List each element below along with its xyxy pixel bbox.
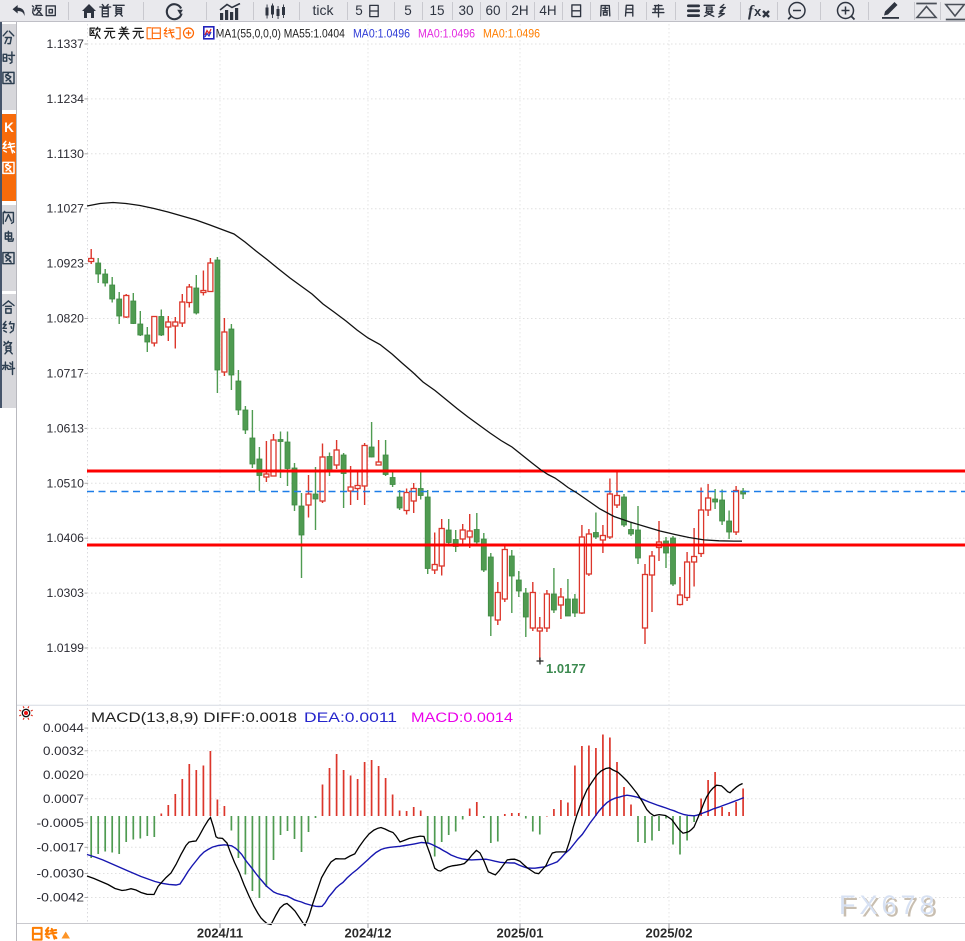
svg-text:1.1337: 1.1337 [47,37,85,51]
svg-text:FX678: FX678 [842,893,942,923]
svg-text:1.0177: 1.0177 [546,661,586,676]
svg-text:MA0:1.0496: MA0:1.0496 [353,27,410,41]
svg-text:1.0199: 1.0199 [47,641,85,655]
svg-text:1.0510: 1.0510 [47,476,85,490]
svg-text:MACD(13,8,9) DIFF:0.0018: MACD(13,8,9) DIFF:0.0018 [91,710,297,725]
svg-text:1.0820: 1.0820 [47,312,85,326]
svg-text:2024/11: 2024/11 [197,926,243,941]
svg-text:1.0303: 1.0303 [47,586,85,600]
svg-text:K: K [4,120,14,135]
svg-text:1.1234: 1.1234 [47,92,85,106]
svg-text:-0.0030: -0.0030 [37,867,85,881]
svg-text:MACD:0.0014: MACD:0.0014 [411,710,514,725]
svg-text:2024/12: 2024/12 [345,926,392,941]
svg-text:1.0406: 1.0406 [47,531,85,545]
svg-text:-0.0005: -0.0005 [37,816,85,830]
svg-text:1.0923: 1.0923 [47,257,85,271]
svg-text:1.0717: 1.0717 [47,366,85,380]
svg-text:2025/01: 2025/01 [497,926,544,941]
svg-text:FX678: FX678 [839,890,939,920]
svg-text:0.0020: 0.0020 [43,768,84,782]
svg-text:-0.0017: -0.0017 [37,840,85,854]
svg-text:x: x [754,4,762,19]
svg-text:2025/02: 2025/02 [646,926,693,941]
svg-text:MA1(55,0,0,0) MA55:1.0404: MA1(55,0,0,0) MA55:1.0404 [216,27,345,41]
svg-text:1.1027: 1.1027 [47,202,85,216]
svg-text:0.0032: 0.0032 [43,744,84,758]
svg-text:1.0613: 1.0613 [47,421,85,435]
svg-text:f: f [748,3,755,20]
svg-text:MA0:1.0496: MA0:1.0496 [483,27,540,41]
svg-text:0.0007: 0.0007 [43,792,84,806]
svg-text:DEA:0.0011: DEA:0.0011 [304,710,397,725]
svg-text:1.1130: 1.1130 [47,147,85,161]
svg-text:0.0044: 0.0044 [43,721,84,735]
svg-text:-0.0042: -0.0042 [37,891,85,905]
svg-text:MA0:1.0496: MA0:1.0496 [418,27,475,41]
